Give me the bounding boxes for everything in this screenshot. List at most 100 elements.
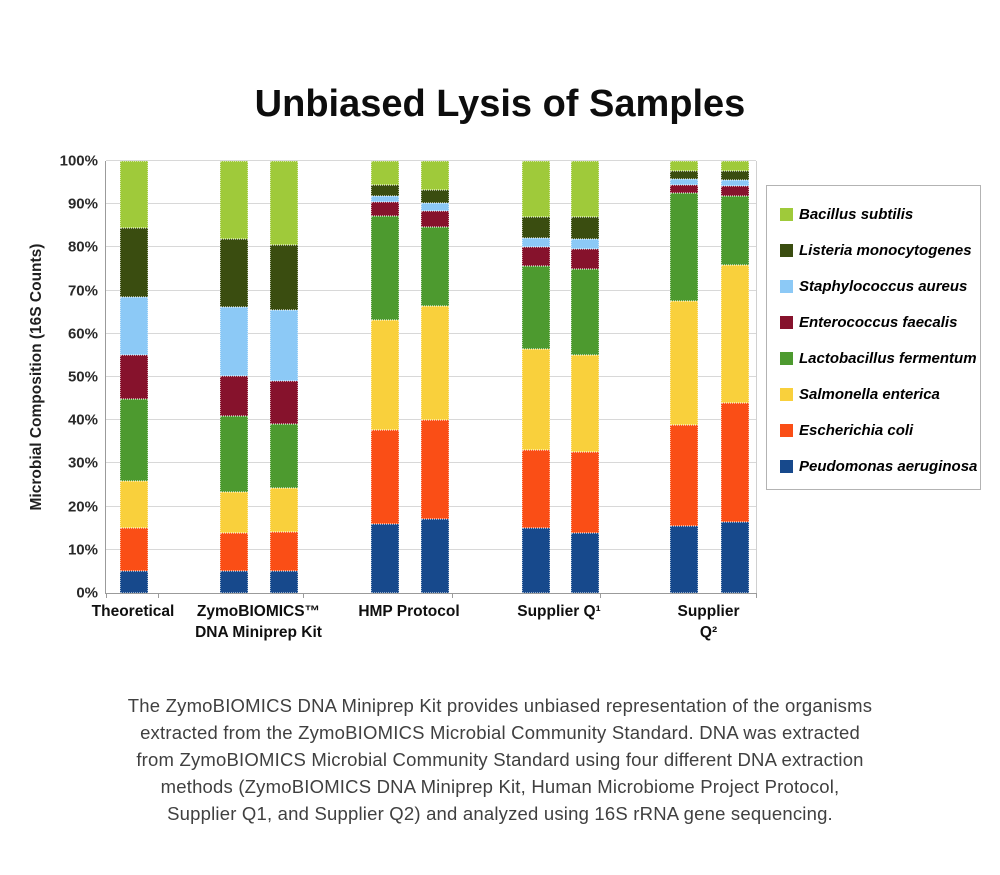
bar-segment-lactobacillus-fermentum xyxy=(220,415,248,492)
caption-line: from ZymoBIOMICS Microbial Community Sta… xyxy=(136,749,864,770)
bar-segment-enterococcus-faecalis xyxy=(571,249,599,270)
bar-segment-bacillus-subtilis xyxy=(670,161,698,171)
bar-segment-staphylococcus-aureus xyxy=(670,179,698,185)
legend-item: Bacillus subtilis xyxy=(780,206,972,223)
bar-segment-lactobacillus-fermentum xyxy=(571,269,599,355)
caption-line: extracted from the ZymoBIOMICS Microbial… xyxy=(140,722,860,743)
bar-segment-escherichia-coli xyxy=(220,532,248,572)
legend-swatch xyxy=(780,279,793,293)
x-axis-tick xyxy=(452,593,453,598)
caption-line: Supplier Q1, and Supplier Q2) and analyz… xyxy=(167,803,833,824)
y-tick-label: 70% xyxy=(67,282,98,300)
bar-segment-salmonella-enterica xyxy=(421,305,449,421)
y-tick-label: 40% xyxy=(67,411,98,429)
bar-segment-escherichia-coli xyxy=(421,420,449,520)
x-axis-tick xyxy=(600,593,601,598)
gridline xyxy=(106,160,756,161)
bar-segment-lactobacillus-fermentum xyxy=(421,227,449,306)
bar-segment-staphylococcus-aureus xyxy=(220,306,248,377)
x-category-label: Supplier Q¹ xyxy=(517,603,601,620)
legend: Bacillus subtilis Listeria monocytogenes S… xyxy=(766,185,981,490)
bar-segment-enterococcus-faecalis xyxy=(371,202,399,216)
bar-segment-lactobacillus-fermentum xyxy=(522,266,550,349)
bar-segment-peudomonas-aeruginosa xyxy=(220,571,248,593)
legend-label: Peudomonas aeruginosa xyxy=(799,457,978,475)
x-category-label: ZymoBIOMICS™ DNA Miniprep Kit xyxy=(195,603,322,641)
y-tick-label: 50% xyxy=(67,368,98,386)
stacked-bar xyxy=(421,161,449,593)
bar-segment-salmonella-enterica xyxy=(120,480,148,529)
legend-label: Listeria monocytogenes xyxy=(799,241,972,259)
bar-segment-staphylococcus-aureus xyxy=(721,180,749,187)
bar-segment-bacillus-subtilis xyxy=(721,161,749,172)
bar-segment-listeria-monocytogenes xyxy=(270,245,298,311)
bar-segment-peudomonas-aeruginosa xyxy=(522,528,550,593)
bar-segment-salmonella-enterica xyxy=(721,264,749,403)
legend-swatch xyxy=(780,423,793,437)
y-tick-label: 60% xyxy=(67,325,98,343)
legend-label: Staphylococcus aureus xyxy=(799,277,968,295)
bar-segment-bacillus-subtilis xyxy=(571,161,599,218)
bar-segment-listeria-monocytogenes xyxy=(120,228,148,298)
stacked-bar xyxy=(670,161,698,593)
legend-swatch xyxy=(780,207,793,221)
x-category-label: HMP Protocol xyxy=(358,603,460,620)
bar-segment-peudomonas-aeruginosa xyxy=(270,571,298,593)
caption-line: The ZymoBIOMICS DNA Miniprep Kit provide… xyxy=(127,695,873,716)
legend-item: Escherichia coli xyxy=(780,421,972,439)
y-tick-label: 0% xyxy=(76,584,98,602)
bar-segment-enterococcus-faecalis xyxy=(721,186,749,196)
x-axis-tick xyxy=(756,593,757,598)
bar-segment-escherichia-coli xyxy=(571,451,599,533)
stacked-bar xyxy=(522,161,550,593)
bar-segment-lactobacillus-fermentum xyxy=(270,423,298,489)
bar-segment-salmonella-enterica xyxy=(670,301,698,425)
bar-segment-staphylococcus-aureus xyxy=(421,202,449,211)
y-tick-label: 10% xyxy=(67,541,98,559)
legend-item: Peudomonas aeruginosa xyxy=(780,458,977,475)
bar-segment-peudomonas-aeruginosa xyxy=(120,571,148,593)
legend-swatch xyxy=(780,243,793,257)
bar-segment-peudomonas-aeruginosa xyxy=(421,519,449,593)
caption: The ZymoBIOMICS DNA Miniprep Kit provide… xyxy=(50,692,950,827)
x-category-label: Supplier Q² xyxy=(677,603,740,641)
bar-segment-enterococcus-faecalis xyxy=(220,376,248,416)
y-tick-label: 100% xyxy=(59,152,98,170)
bar-segment-escherichia-coli xyxy=(270,531,298,572)
x-axis-tick xyxy=(303,593,304,598)
legend-item: Listeria monocytogenes xyxy=(780,241,972,259)
bar-segment-escherichia-coli xyxy=(371,429,399,524)
bar-segment-salmonella-enterica xyxy=(371,320,399,430)
bar-segment-peudomonas-aeruginosa xyxy=(721,521,749,593)
bar-segment-enterococcus-faecalis xyxy=(670,184,698,194)
y-tick-label: 20% xyxy=(67,498,98,516)
bar-segment-peudomonas-aeruginosa xyxy=(670,526,698,593)
bar-segment-bacillus-subtilis xyxy=(371,161,399,186)
y-tick-label: 30% xyxy=(67,454,98,472)
bar-segment-listeria-monocytogenes xyxy=(670,170,698,180)
legend-item: Enterococcus faecalis xyxy=(780,314,972,331)
bar-segment-listeria-monocytogenes xyxy=(522,217,550,238)
plot-area xyxy=(105,160,757,598)
bar-segment-listeria-monocytogenes xyxy=(571,217,599,239)
bar-segment-staphylococcus-aureus xyxy=(120,297,148,356)
legend-label: Lactobacillus fermentum xyxy=(799,349,977,367)
y-axis-ticks: 0% 10% 20% 30% 40% 50% 60% 70% 80% 90% 100% xyxy=(38,154,98,601)
x-axis-tick xyxy=(158,593,159,598)
legend-item: Salmonella enterica xyxy=(780,385,972,403)
bar-segment-peudomonas-aeruginosa xyxy=(371,523,399,593)
legend-swatch xyxy=(780,387,793,401)
bar-segment-salmonella-enterica xyxy=(571,354,599,452)
bar-segment-bacillus-subtilis xyxy=(421,161,449,191)
x-category-label: Theoretical xyxy=(91,603,175,620)
legend-label: Escherichia coli xyxy=(799,421,914,439)
bar-segment-escherichia-coli xyxy=(721,402,749,522)
bar-segment-escherichia-coli xyxy=(120,528,148,572)
bar-segment-salmonella-enterica xyxy=(522,348,550,451)
stacked-bar xyxy=(721,161,749,593)
x-axis-labels: Theoretical ZymoBIOMICS™ DNA Miniprep Kit… xyxy=(92,601,755,653)
legend-swatch xyxy=(780,459,793,473)
bar-segment-salmonella-enterica xyxy=(270,488,298,532)
legend-label: Salmonella enterica xyxy=(799,385,940,403)
